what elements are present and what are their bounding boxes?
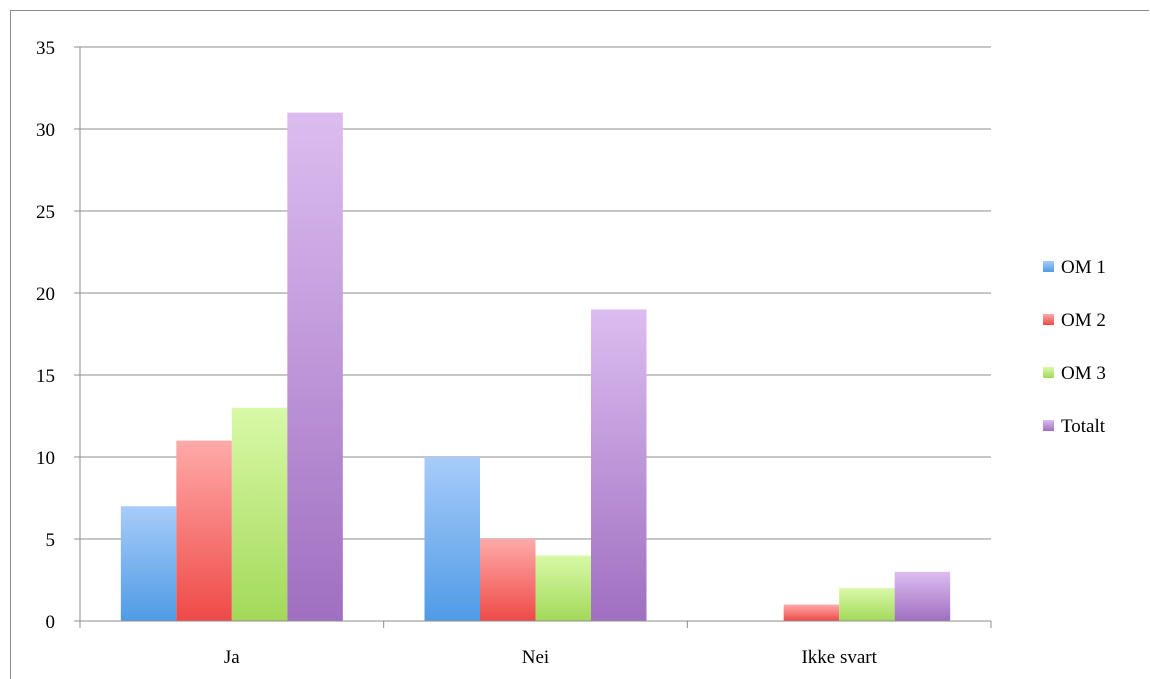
legend-swatch — [1043, 367, 1054, 378]
y-tick-label: 0 — [46, 612, 56, 633]
legend-label: OM 2 — [1061, 310, 1106, 331]
bar-om-1-nei — [424, 457, 480, 621]
legend-label: OM 3 — [1061, 363, 1106, 384]
bar-om-2-ja — [176, 440, 232, 621]
bar-om-3-ja — [231, 407, 288, 621]
x-category-label: Ikke svart — [801, 647, 877, 668]
x-axis: Ja Nei Ikke svart — [74, 620, 992, 668]
x-category-label: Ja — [224, 647, 240, 668]
chart-frame — [10, 10, 1149, 679]
x-category-label: Nei — [522, 647, 549, 668]
bar-om-3-nei — [535, 555, 591, 621]
legend-swatch — [1043, 420, 1054, 431]
legend-swatch — [1043, 261, 1054, 272]
y-tick-label: 35 — [36, 38, 55, 59]
y-axis-ticks: 0 5 10 15 20 25 30 35 — [36, 38, 55, 633]
bar-om-2-nei — [480, 539, 536, 621]
legend-label: OM 1 — [1061, 257, 1106, 278]
bar-om-3-ikke-svart — [839, 588, 895, 621]
y-tick-label: 25 — [36, 202, 55, 223]
y-tick-label: 20 — [36, 284, 55, 305]
bar-totalt-ja — [287, 112, 343, 621]
y-tick-label: 30 — [36, 120, 55, 141]
bar-totalt-nei — [591, 309, 647, 621]
legend-swatch — [1043, 314, 1054, 325]
y-tick-label: 10 — [36, 448, 55, 469]
y-tick-label: 5 — [46, 530, 56, 551]
bar-om-2-ikke-svart — [783, 604, 840, 621]
y-tick-label: 15 — [36, 366, 55, 387]
legend: OM 1 OM 2 OM 3 Totalt — [1043, 257, 1106, 437]
bars — [120, 112, 951, 621]
bar-totalt-ikke-svart — [894, 571, 951, 621]
legend-label: Totalt — [1061, 416, 1106, 437]
bar-om-1-ja — [120, 506, 177, 621]
